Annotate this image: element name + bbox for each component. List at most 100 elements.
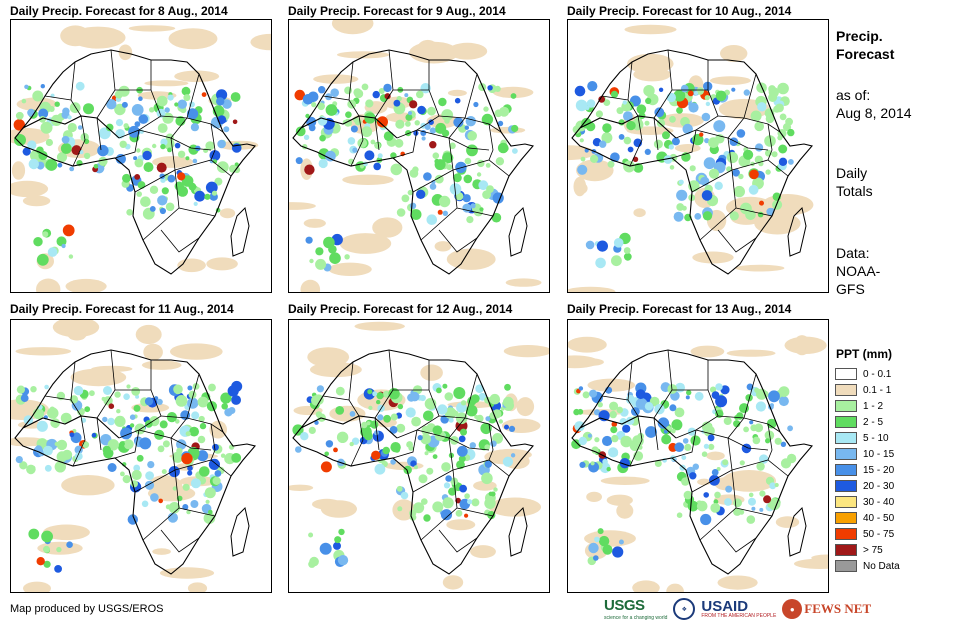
- legend-label: 20 - 30: [863, 480, 895, 492]
- country-border: [96, 417, 102, 451]
- madagascar-outline: [787, 207, 807, 257]
- country-border: [396, 89, 440, 139]
- legend-swatch: [835, 560, 857, 572]
- country-border: [717, 529, 757, 553]
- madagascar-outline: [230, 207, 250, 257]
- usaid-logo: USAID FROM THE AMERICAN PEOPLE: [701, 599, 776, 619]
- legend-label: 0 - 0.1: [863, 368, 892, 380]
- coastline: [292, 349, 534, 575]
- country-border: [448, 437, 490, 451]
- forecast-map: [288, 19, 550, 293]
- totals-line1: Daily: [836, 165, 868, 181]
- country-border: [675, 89, 719, 139]
- legend-swatch: [835, 416, 857, 428]
- country-border: [671, 129, 697, 159]
- legend: 0 - 0.1 0.1 - 1 1 - 2 2 - 5 5 - 10 10 - 15 15 …: [835, 366, 900, 574]
- country-border: [118, 389, 162, 439]
- country-border: [629, 415, 643, 467]
- madagascar-outline: [508, 507, 528, 557]
- country-border: [456, 507, 494, 517]
- country-border: [350, 115, 364, 167]
- usgs-tagline: science for a changing world: [604, 615, 668, 621]
- panel-title: Daily Precip. Forecast for 10 Aug., 2014: [567, 4, 792, 18]
- legend-label: 2 - 5: [863, 416, 884, 428]
- country-border: [727, 437, 769, 451]
- country-border: [178, 207, 216, 217]
- legend-label: 10 - 15: [863, 448, 895, 460]
- country-border: [348, 61, 354, 101]
- legend-item: 5 - 10: [835, 430, 900, 446]
- legend-item: 10 - 15: [835, 446, 900, 462]
- africa-map-svg: [568, 320, 828, 592]
- legend-label: > 75: [863, 544, 883, 556]
- coastline: [14, 349, 256, 575]
- country-border: [118, 89, 162, 139]
- legend-label: 30 - 40: [863, 496, 895, 508]
- madagascar-outline: [787, 507, 807, 557]
- africa-map-svg: [11, 20, 271, 292]
- usaid-seal-icon: ❖: [673, 598, 696, 620]
- country-border: [488, 123, 494, 161]
- data-line2: NOAA-: [836, 263, 881, 279]
- panel-title: Daily Precip. Forecast for 11 Aug., 2014: [10, 302, 234, 316]
- panel-title: Daily Precip. Forecast for 12 Aug., 2014: [288, 302, 513, 316]
- country-border: [627, 361, 633, 401]
- country-border: [114, 129, 140, 159]
- forecast-title-line1: Precip.: [836, 28, 883, 44]
- country-border: [629, 115, 643, 167]
- country-border: [70, 61, 76, 101]
- country-border: [392, 129, 418, 159]
- legend-label: 15 - 20: [863, 464, 895, 476]
- africa-map-svg: [289, 20, 549, 292]
- legend-item: 30 - 40: [835, 494, 900, 510]
- legend-swatch: [835, 464, 857, 476]
- usaid-logo-text: USAID: [701, 598, 749, 615]
- forecast-title-line2: Forecast: [836, 46, 895, 62]
- forecast-map: [567, 19, 829, 293]
- country-border: [72, 115, 86, 167]
- country-border: [114, 429, 140, 459]
- coastline: [571, 349, 813, 575]
- country-border: [178, 507, 216, 517]
- legend-item: 1 - 2: [835, 398, 900, 414]
- country-border: [374, 117, 380, 151]
- africa-map-svg: [11, 320, 271, 592]
- legend-item: 50 - 75: [835, 526, 900, 542]
- globe-icon: ●: [782, 599, 803, 619]
- country-border: [735, 207, 773, 217]
- legend-swatch: [835, 528, 857, 540]
- panel-title: Daily Precip. Forecast for 13 Aug., 2014: [567, 302, 792, 316]
- data-line3: GFS: [836, 281, 865, 297]
- country-border: [160, 529, 200, 553]
- panel-title: Daily Precip. Forecast for 9 Aug., 2014: [288, 4, 506, 18]
- country-border: [717, 229, 757, 253]
- legend-swatch: [835, 432, 857, 444]
- legend-item: > 75: [835, 542, 900, 558]
- country-border: [767, 123, 773, 161]
- legend-item: 20 - 30: [835, 478, 900, 494]
- country-border: [160, 229, 200, 253]
- country-border: [627, 61, 633, 101]
- africa-map-svg: [289, 320, 549, 592]
- country-border: [72, 415, 86, 467]
- country-border: [438, 529, 478, 553]
- legend-swatch: [835, 368, 857, 380]
- fews-net-logo-text: FEWS NET: [804, 601, 872, 616]
- country-border: [396, 389, 440, 439]
- country-border: [456, 207, 494, 217]
- coastline: [292, 49, 534, 275]
- country-border: [70, 361, 76, 401]
- country-border: [727, 137, 769, 151]
- usaid-subtitle: FROM THE AMERICAN PEOPLE: [701, 613, 777, 619]
- legend-label: 5 - 10: [863, 432, 889, 444]
- legend-item: 40 - 50: [835, 510, 900, 526]
- totals-block: Daily Totals: [836, 164, 873, 200]
- totals-line2: Totals: [836, 183, 873, 199]
- country-border: [348, 361, 354, 401]
- madagascar-outline: [508, 207, 528, 257]
- country-border: [675, 389, 719, 439]
- country-border: [96, 117, 102, 151]
- credit-text: Map produced by USGS/EROS: [10, 603, 164, 615]
- country-border: [488, 423, 494, 461]
- legend-swatch: [835, 448, 857, 460]
